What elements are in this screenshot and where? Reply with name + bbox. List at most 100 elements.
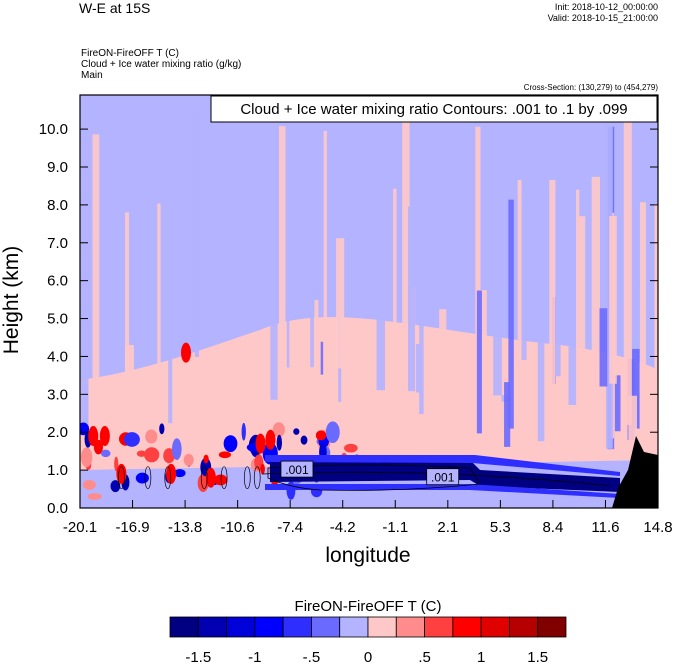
field-streak	[476, 290, 482, 434]
y-tick-label: 4.0	[47, 348, 68, 365]
valid-time-label: Valid: 2018-10-15_21:00:00	[547, 13, 658, 23]
field-streak	[614, 375, 621, 432]
field-streak	[415, 343, 420, 393]
field-streak	[609, 215, 617, 384]
field-streak	[80, 323, 89, 432]
contour-label-box	[280, 460, 314, 478]
field-anomaly-cell	[183, 453, 194, 466]
colorbar-swatch	[226, 616, 256, 638]
variable-label: FireON-FireOFF T (C)	[81, 48, 179, 59]
x-tick-label: 5.3	[490, 519, 511, 536]
field-streak	[144, 389, 152, 413]
field-anomaly-cell	[144, 447, 160, 463]
field-anomaly-cell	[135, 472, 149, 484]
field-streak	[310, 287, 314, 368]
x-tick-label: -7.4	[277, 519, 303, 536]
field-streak	[83, 384, 89, 429]
cloud-contour-line	[164, 466, 172, 490]
field-streak	[504, 382, 511, 447]
y-tick-label: 2.0	[47, 424, 68, 441]
field-anomaly-cell	[172, 438, 182, 460]
contour-label-box	[426, 468, 460, 486]
field-streak	[591, 176, 601, 426]
x-tick-label: -4.2	[330, 519, 356, 536]
colorbar-label: -1.5	[185, 649, 211, 666]
field-anomaly-cell	[159, 423, 165, 435]
cloud-contour-line	[144, 466, 152, 490]
warm-anomaly-cell	[166, 463, 177, 484]
warm-anomaly-cell	[99, 426, 110, 447]
field-anomaly-cell	[272, 422, 285, 438]
field-anomaly-cell	[344, 443, 358, 453]
x-tick-label: 8.4	[542, 519, 563, 536]
x-tick-label: -13.8	[168, 519, 202, 536]
field-anomaly-cell	[110, 480, 121, 493]
x-tick-label: -10.6	[221, 519, 255, 536]
contour-info-box: Cloud + Ice water mixing ratio Contours:…	[210, 95, 658, 123]
field-anomaly-cell	[315, 430, 327, 441]
cross-section-label: Cross-Section: (130,279) to (454,279)	[523, 83, 658, 92]
field-streak	[508, 199, 514, 429]
warm-anomaly-cell	[205, 467, 216, 488]
field-streak	[555, 144, 561, 377]
chart-title: W-E at 15S	[79, 0, 151, 16]
colorbar-swatch	[452, 616, 482, 638]
field-streak	[439, 309, 447, 383]
field-streak	[521, 147, 527, 360]
field-streak	[493, 243, 502, 396]
field-streak	[387, 340, 394, 366]
init-time-label: Init: 2018-10-12_00:00:00	[554, 2, 658, 12]
warm-anomaly-cell	[265, 429, 276, 450]
field-streak	[336, 238, 345, 369]
field-streak	[402, 119, 410, 406]
field-anomaly-cell	[123, 432, 140, 447]
y-tick-label: 10.0	[39, 121, 68, 138]
domain-label: Main	[81, 70, 103, 81]
colorbar-swatch	[339, 616, 369, 638]
colorbar-label: 1.5	[527, 649, 548, 666]
field-anomaly-cell	[203, 454, 209, 464]
colorbar-swatch	[367, 616, 397, 638]
x-tick-label: -1.1	[382, 519, 408, 536]
field-anomaly-cell	[300, 435, 308, 445]
warm-anomaly-cell	[255, 433, 266, 454]
y-tick-label: 9.0	[47, 159, 68, 176]
x-tick-label: 14.8	[643, 519, 672, 536]
field-anomaly-cell	[260, 463, 265, 475]
cold-band-edge-lower	[265, 484, 620, 498]
contour-info-frame	[210, 95, 658, 123]
field-streak	[623, 116, 632, 425]
field-streak	[654, 284, 657, 422]
warm-anomaly-cell	[116, 463, 127, 484]
terrain	[612, 436, 658, 508]
plot-frame	[79, 94, 659, 509]
x-tick-label: -16.9	[115, 519, 149, 536]
field-anomaly-cell	[163, 448, 175, 464]
field-anomaly-cell	[82, 479, 96, 490]
field-streak	[323, 130, 327, 446]
cloud-contour-line	[253, 466, 261, 490]
field-streak	[475, 126, 481, 375]
colorbar-title: FireON-FireOFF T (C)	[295, 598, 442, 615]
cloud-contour-line	[118, 466, 125, 490]
field-anomaly-cell	[241, 422, 246, 441]
field-streak	[578, 216, 586, 403]
y-tick-label: 3.0	[47, 386, 68, 403]
field-streak	[320, 341, 324, 375]
colorbar-swatch	[480, 616, 510, 638]
colorbar-label: 0	[364, 649, 372, 666]
y-axis-label: Height (km)	[0, 246, 23, 355]
colorbar-swatch	[395, 616, 425, 638]
colorbar-swatch	[537, 616, 567, 638]
colorbar-swatch	[311, 616, 341, 638]
field-streak	[125, 212, 130, 399]
field-streak	[419, 310, 424, 415]
colorbar-label: 1	[477, 649, 485, 666]
field-anomaly-cell	[325, 421, 340, 444]
field-anomaly-cell	[87, 493, 102, 500]
field-streak	[407, 206, 416, 392]
cloud-contour-line	[200, 466, 208, 490]
field-streak	[599, 308, 608, 387]
field-anomaly-cell	[136, 450, 147, 457]
